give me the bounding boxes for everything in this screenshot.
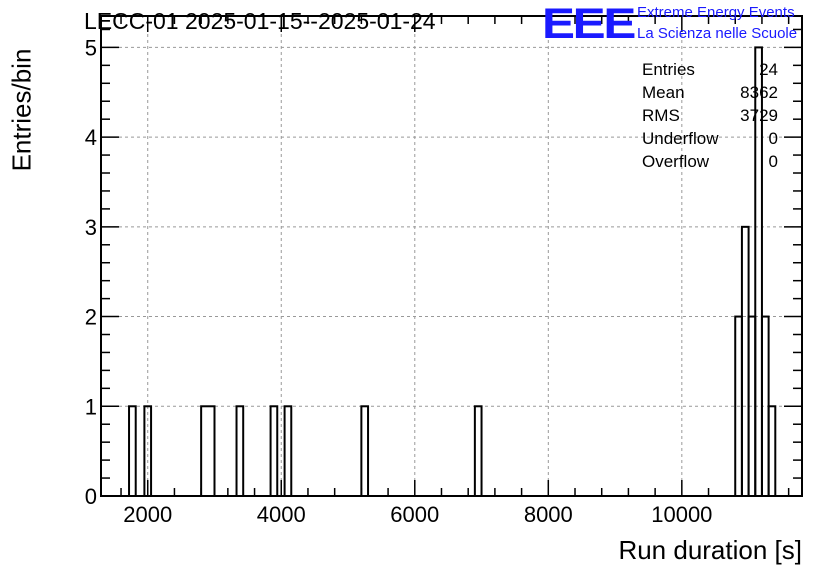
stat-value: 0 [768, 152, 778, 171]
x-tick-label: 8000 [524, 502, 573, 527]
stat-value: 0 [768, 129, 778, 148]
x-tick-label: 2000 [123, 502, 172, 527]
y-tick-label: 3 [85, 215, 97, 240]
stat-label: Mean [642, 83, 685, 102]
plot-border [100, 15, 803, 497]
axis-ticks [101, 16, 802, 497]
x-tick-label: 6000 [390, 502, 439, 527]
stat-value: 8362 [740, 83, 778, 102]
x-tick-labels: 2000 4000 6000 8000 10000 [123, 502, 712, 527]
chart-title: LECC-01 2025-01-15--2025-01-24 [84, 8, 436, 34]
histogram-bin [360, 405, 370, 497]
stats-box: Entries 24 Mean 8362 RMS 3729 Underflow … [642, 60, 778, 175]
y-tick-label: 5 [85, 35, 97, 60]
x-tick-label: 10000 [651, 502, 712, 527]
y-axis-label: Entries/bin [6, 48, 37, 172]
stat-label: Overflow [642, 152, 710, 171]
histogram-bin [200, 405, 216, 497]
stat-label: Underflow [642, 129, 719, 148]
stat-underflow: Underflow 0 [642, 129, 778, 152]
histogram-bin [740, 225, 750, 497]
y-tick-label: 0 [85, 484, 97, 509]
y-tick-label: 2 [85, 305, 97, 330]
y-tick-label: 1 [85, 394, 97, 419]
grid-lines [101, 16, 802, 496]
logo-line-1: Extreme Energy Events [637, 4, 795, 21]
histogram-bin [269, 405, 279, 497]
stat-overflow: Overflow 0 [642, 152, 778, 175]
histogram-bin [473, 405, 483, 497]
stat-value: 24 [759, 60, 778, 79]
stat-entries: Entries 24 [642, 60, 778, 83]
histogram-bin [235, 405, 245, 497]
x-axis-label: Run duration [s] [618, 535, 802, 565]
histogram-bin [128, 405, 137, 497]
histogram-bin [767, 405, 777, 497]
histogram-bin [283, 405, 293, 497]
y-tick-labels: 0 1 2 3 4 5 [85, 35, 97, 509]
logo-line-2: La Scienza nelle Scuole [637, 25, 798, 42]
plot-frame [100, 15, 803, 497]
stat-rms: RMS 3729 [642, 106, 778, 129]
y-tick-label: 4 [85, 125, 97, 150]
stat-mean: Mean 8362 [642, 83, 778, 106]
stat-label: RMS [642, 106, 680, 125]
eee-logo: EEE [542, 0, 636, 48]
x-tick-label: 4000 [257, 502, 306, 527]
stat-value: 3729 [740, 106, 778, 125]
stat-label: Entries [642, 60, 695, 79]
